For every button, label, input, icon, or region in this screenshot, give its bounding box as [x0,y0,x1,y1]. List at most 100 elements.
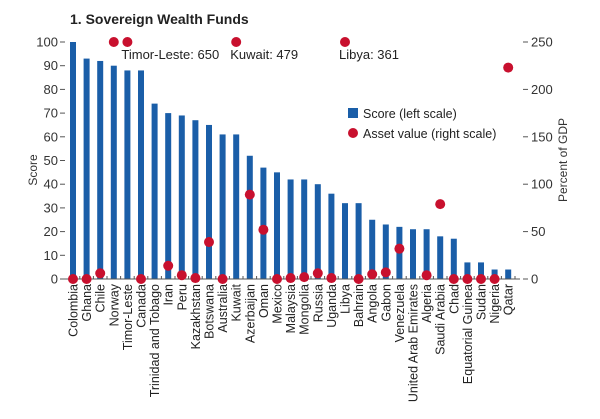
asset-value-dot [272,274,282,284]
value-annotation: Timor-Leste: 650 [121,47,219,62]
category-label: Angola [366,284,380,323]
asset-value-dot [394,243,405,254]
asset-value-dot [204,237,214,248]
asset-value-dot [299,272,310,283]
score-bar [151,103,158,280]
category-label: Algeria [420,284,434,323]
score-bar [355,203,362,279]
asset-value-dot [136,274,146,284]
category-label: Kuwait [230,283,244,321]
left-tick-label: 100 [36,35,58,50]
value-annotation: Kuwait: 479 [230,47,298,62]
category-label: Kazakhstan [189,284,203,349]
right-tick-label: 200 [531,82,553,97]
score-bar [260,167,267,279]
score-bar [70,42,76,279]
left-tick-label: 50 [44,153,58,168]
left-axis: 0 10 20 30 40 50 60 70 80 90 100 [36,35,65,287]
asset-value-dot [163,260,174,271]
annotations: Timor-Leste: 650 Kuwait: 479 Libya: 361 [121,47,399,62]
category-label: Azerbaijan [243,284,257,343]
category-label: Peru [175,284,189,310]
category-label: Timor-Leste [121,284,135,350]
asset-value-dot [258,224,269,235]
asset-value-dot [285,273,296,284]
score-bar [464,262,471,279]
legend-score-marker [348,108,358,118]
score-bar [83,58,90,280]
score-bar [246,155,253,279]
score-bar [124,70,131,279]
asset-value-dot [380,267,391,278]
legend-score-label: Score (left scale) [363,107,457,121]
value-annotation: Libya: 361 [339,47,399,62]
category-label: Equatorial Guinea [461,284,475,384]
asset-value-dot [231,37,242,47]
asset-value-dot [448,274,459,284]
category-label: Saudi Arabia [434,284,448,355]
score-bar [138,70,144,279]
left-tick-label: 20 [44,224,58,239]
asset-value-dot [476,274,486,284]
category-label: Oman [257,284,271,318]
score-bar [219,134,226,279]
asset-value-dot [95,268,106,279]
score-bar [410,229,416,279]
score-bar [97,60,104,280]
category-label: Canada [135,284,149,328]
category-label: Venezuela [393,284,407,342]
category-label: Chad [447,284,461,314]
category-label: Sudan [475,284,489,320]
legend: Score (left scale) Asset value (right sc… [348,107,496,141]
legend-asset-marker [348,128,358,138]
score-bar [178,115,185,279]
asset-value-dot [489,274,500,284]
score-bar [233,134,240,279]
asset-value-dot [503,62,514,73]
category-label: Botswana [203,284,217,339]
score-bar [165,113,172,279]
category-label: Mexico [271,284,285,324]
score-bar [314,184,321,279]
right-tick-label: 150 [531,129,553,144]
asset-value-dot [108,37,119,47]
left-tick-label: 10 [44,248,58,263]
asset-value-dot [68,274,78,284]
legend-asset-label: Asset value (right scale) [363,127,496,141]
chart-title: 1. Sovereign Wealth Funds [70,11,249,27]
x-axis-ticks [79,276,516,279]
right-tick-label: 250 [531,35,553,50]
asset-value-dot [340,37,350,47]
score-bar [342,203,348,279]
category-label: Ghana [80,284,94,322]
category-label: Uganda [325,284,339,328]
asset-value-dot [367,269,378,280]
score-bar [437,236,444,279]
category-label: Bahrain [352,284,366,327]
score-bar [369,219,376,279]
asset-value-dot [312,268,323,279]
right-tick-label: 50 [531,224,545,239]
right-axis: 0 50 100 150 200 250 [523,35,553,287]
score-bar [301,179,308,279]
asset-value-dot [122,37,133,47]
asset-value-dot [190,273,201,284]
right-tick-label: 0 [531,272,538,287]
asset-value-dot [462,274,473,284]
left-tick-label: 80 [44,82,58,97]
category-label: Mongolia [298,284,312,335]
category-label: Russia [311,284,325,322]
left-tick-label: 60 [44,129,58,144]
left-tick-label: 30 [44,200,58,215]
category-label: Malaysia [284,284,298,333]
left-tick-label: 40 [44,177,58,192]
category-label: United Arab Emirates [407,284,421,402]
asset-value-dot [176,270,187,281]
score-bar [505,269,512,279]
asset-value-series [68,37,514,284]
category-label: Chile [94,284,108,313]
left-tick-label: 90 [44,58,58,73]
category-label: Qatar [502,284,516,315]
right-axis-title: Percent of GDP [556,118,570,202]
